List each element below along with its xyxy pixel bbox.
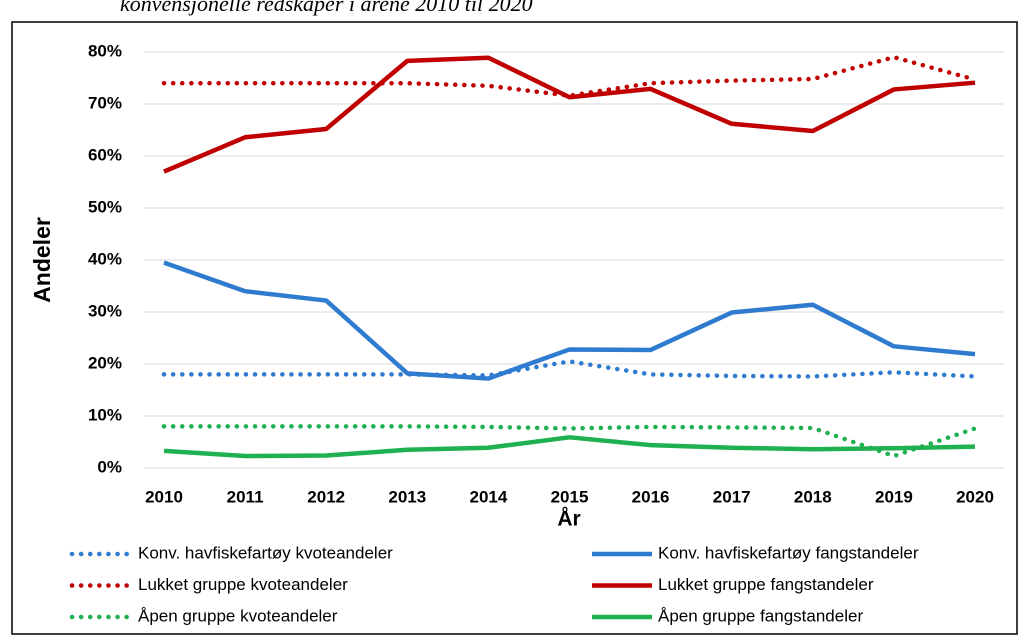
y-tick-label: 60%: [88, 145, 122, 164]
series-line: [161, 359, 978, 379]
y-tick-label: 0%: [97, 457, 122, 476]
legend-label: Konv. havfiskefartøy fangstandeler: [658, 543, 919, 562]
x-tick-label: 2015: [551, 487, 589, 506]
x-tick-label: 2017: [713, 487, 751, 506]
x-tick-label: 2016: [632, 487, 670, 506]
y-tick-label: 70%: [88, 93, 122, 112]
x-tick-label: 2012: [307, 487, 345, 506]
y-tick-label: 10%: [88, 405, 122, 424]
x-tick-label: 2014: [469, 487, 507, 506]
x-tick-label: 2011: [227, 487, 264, 506]
x-tick-label: 2010: [145, 487, 183, 506]
series-line: [163, 55, 976, 174]
chart-title: konvensjonelle redskaper i årene 2010 ti…: [120, 0, 533, 16]
series-line: [163, 260, 976, 381]
legend-label: Åpen gruppe fangstandeler: [658, 606, 863, 625]
legend-label: Konv. havfiskefartøy kvoteandeler: [138, 543, 393, 562]
series-line: [163, 435, 976, 459]
series-line: [161, 424, 978, 459]
y-tick-label: 50%: [88, 197, 122, 216]
x-tick-label: 2019: [875, 487, 913, 506]
legend-label: Lukket gruppe kvoteandeler: [138, 575, 348, 594]
x-tick-label: 2013: [388, 487, 426, 506]
y-tick-label: 40%: [88, 249, 122, 268]
series-line: [161, 54, 978, 98]
y-tick-label: 30%: [88, 301, 122, 320]
y-tick-label: 20%: [88, 353, 122, 372]
x-tick-label: 2018: [794, 487, 832, 506]
legend-label: Lukket gruppe fangstandeler: [658, 575, 874, 594]
x-tick-label: 2020: [956, 487, 994, 506]
x-axis-label: År: [557, 507, 580, 531]
legend-label: Åpen gruppe kvoteandeler: [138, 606, 338, 625]
chart-border: [11, 21, 1018, 635]
y-axis-label: Andeler: [29, 217, 55, 303]
y-tick-label: 80%: [88, 41, 122, 60]
